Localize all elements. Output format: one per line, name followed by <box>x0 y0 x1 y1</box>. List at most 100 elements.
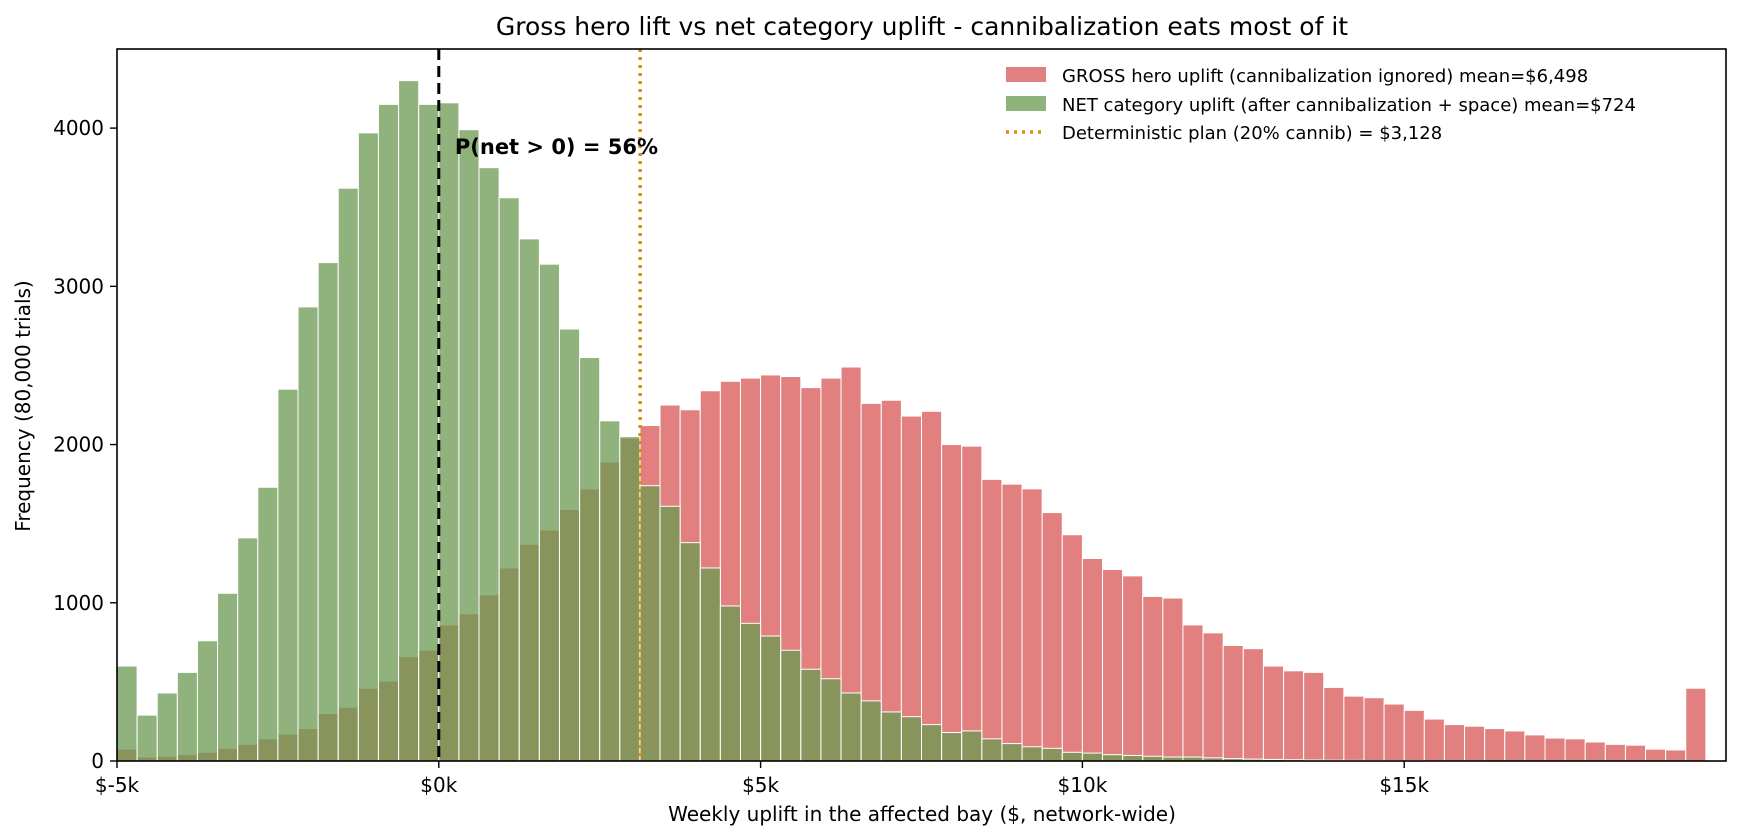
net-bar <box>739 622 762 762</box>
net-bar <box>880 711 902 762</box>
net-uplift-series <box>116 80 1486 762</box>
gross-bar <box>1504 730 1526 762</box>
gross-bar <box>981 478 1003 762</box>
gross-bar <box>941 444 963 762</box>
net-bar <box>317 262 339 762</box>
gross-bar <box>1584 741 1606 762</box>
net-bar <box>981 738 1003 762</box>
net-bar <box>558 328 581 762</box>
net-bar <box>438 102 460 762</box>
net-bar <box>921 724 943 762</box>
y-tick-label: 3000 <box>53 274 104 298</box>
gross-bar <box>1464 725 1486 762</box>
net-bar <box>619 436 641 762</box>
net-bar <box>176 671 198 762</box>
net-bar <box>579 357 601 762</box>
gross-bar <box>1564 738 1586 762</box>
net-bar <box>277 388 299 762</box>
net-bar <box>196 640 219 762</box>
net-bar <box>217 592 239 762</box>
legend-label-gross: GROSS hero uplift (cannibalization ignor… <box>1062 66 1588 87</box>
net-bar <box>1021 746 1043 762</box>
gross-bar <box>1102 569 1124 762</box>
chart-title: Gross hero lift vs net category uplift -… <box>496 12 1348 41</box>
gross-bar <box>1524 734 1546 762</box>
net-bar <box>900 716 923 762</box>
gross-bar <box>1182 624 1204 762</box>
net-bar <box>639 485 661 762</box>
gross-bar <box>1283 670 1305 762</box>
gross-bar <box>1061 534 1083 762</box>
net-bar <box>860 700 882 762</box>
gross-bar <box>1343 695 1365 762</box>
gross-bar <box>1544 737 1566 762</box>
gross-bar <box>1383 703 1405 762</box>
y-tick-label: 2000 <box>53 433 104 457</box>
net-bar <box>1041 747 1063 762</box>
gross-bar <box>1624 744 1647 762</box>
gross-bar <box>1403 709 1425 762</box>
gross-bar <box>1484 728 1506 762</box>
x-tick-label: $15k <box>1379 773 1429 797</box>
net-bar <box>458 129 480 762</box>
net-bar <box>599 420 621 762</box>
gross-bar <box>1323 686 1345 762</box>
gross-bar <box>1262 665 1285 762</box>
gross-bar <box>1202 632 1224 762</box>
net-bar <box>257 486 279 762</box>
gross-bar <box>921 410 943 762</box>
net-bar <box>1001 743 1023 762</box>
net-bar <box>398 80 420 762</box>
net-bar <box>760 635 782 762</box>
y-tick-label: 1000 <box>53 591 104 615</box>
x-tick-label: $10k <box>1058 773 1108 797</box>
gross-bar <box>1443 724 1466 762</box>
gross-bar <box>1604 743 1626 762</box>
net-bar <box>820 678 842 762</box>
reference-lines <box>437 49 642 761</box>
gross-bar <box>1665 749 1687 762</box>
net-bar <box>337 187 359 762</box>
gross-bar <box>1685 687 1707 762</box>
net-bar <box>538 263 560 762</box>
x-axis-label: Weekly uplift in the affected bay ($, ne… <box>668 802 1176 826</box>
net-bar <box>156 692 178 762</box>
net-bar <box>136 714 158 762</box>
gross-bar <box>1162 597 1184 762</box>
net-bar <box>116 665 138 762</box>
x-axis: $-5k $0k $5k $10k $15k <box>95 761 1429 797</box>
gross-bar <box>1081 557 1104 762</box>
net-bar <box>679 542 701 762</box>
net-bar <box>498 197 520 762</box>
legend: GROSS hero uplift (cannibalization ignor… <box>1006 66 1636 144</box>
net-bar <box>1102 754 1124 762</box>
net-bar <box>800 668 822 762</box>
gross-bar <box>1222 644 1244 762</box>
x-tick-label: $0k <box>420 773 457 797</box>
net-bar <box>1061 751 1083 762</box>
gross-bar <box>1242 648 1264 762</box>
net-bar <box>941 732 963 762</box>
gross-bar <box>1001 483 1023 762</box>
net-bar <box>377 103 400 762</box>
gross-bar <box>1363 697 1385 762</box>
gross-bar <box>880 399 902 762</box>
net-bar <box>659 505 681 762</box>
plot-frame <box>116 48 1727 762</box>
x-tick-label: $5k <box>742 773 779 797</box>
gross-bar <box>1021 488 1043 762</box>
gross-bar <box>961 445 983 762</box>
net-bar <box>840 692 862 762</box>
gross-bar <box>1041 512 1063 762</box>
x-tick-label: $-5k <box>95 773 140 797</box>
legend-label-deterministic: Deterministic plan (20% cannib) = $3,128 <box>1062 123 1442 144</box>
y-axis: 0 1000 2000 3000 4000 <box>53 116 117 773</box>
net-bar <box>699 567 721 762</box>
net-bar <box>478 167 500 762</box>
legend-swatch-net <box>1006 96 1046 111</box>
net-bar <box>780 649 802 762</box>
gross-bar <box>1423 718 1445 762</box>
net-bar <box>961 730 983 762</box>
y-tick-label: 0 <box>91 749 104 773</box>
